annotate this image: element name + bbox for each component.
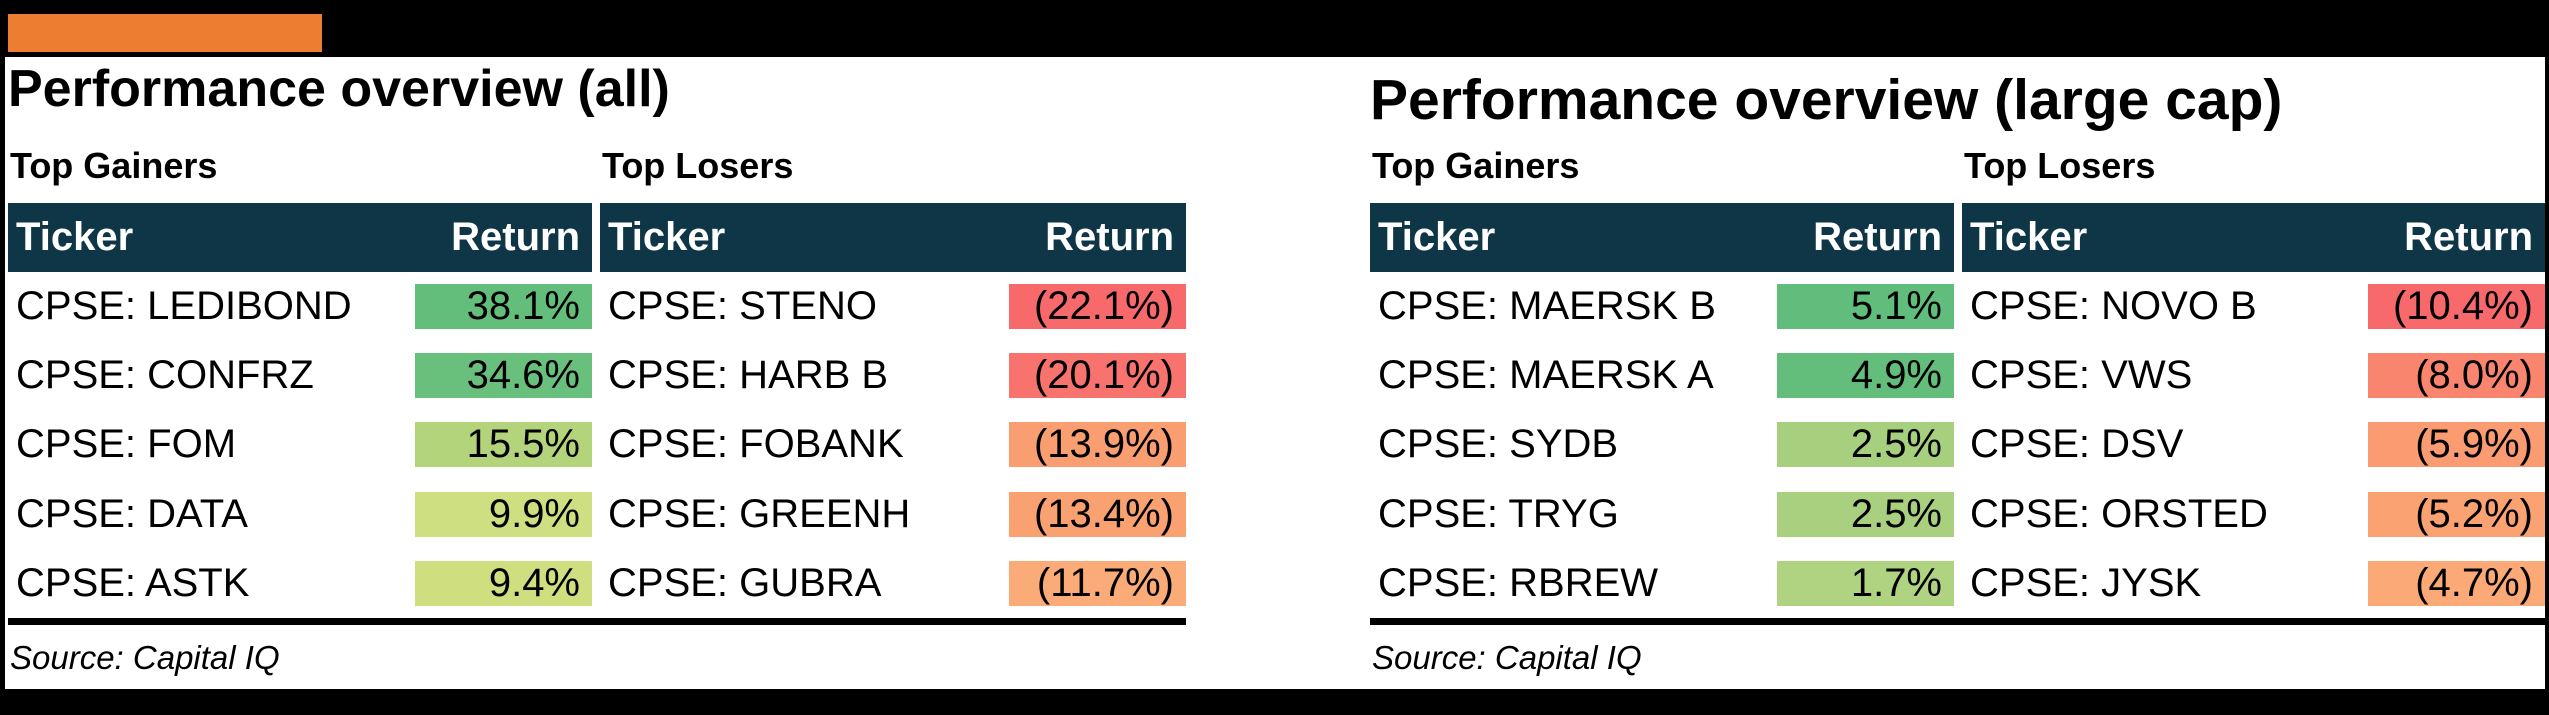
table-row: CPSE: LEDIBOND 38.1% [8,272,592,341]
source-note: Source: Capital IQ [1372,639,1642,676]
ticker-cell: CPSE: GUBRA [608,560,882,605]
table-row: CPSE: FOM 15.5% [8,410,592,479]
ticker-column-header: Ticker [16,215,134,259]
performance-panel-large-cap: Performance overview (large cap) Top Gai… [1370,57,2545,689]
table-header: Ticker Return [1962,203,2545,272]
table-row: CPSE: ASTK 9.4% [8,549,592,618]
ticker-cell: CPSE: VWS [1970,353,2193,398]
table-header: Ticker Return [1370,203,1954,272]
ticker-cell: CPSE: MAERSK B [1378,284,1716,329]
ticker-column-header: Ticker [1970,215,2088,259]
gainers-table: Ticker Return CPSE: MAERSK B 5.1% CPSE: MA… [1370,203,1954,618]
table-row: CPSE: STENO (22.1%) [600,272,1186,341]
table-body: CPSE: NOVO B (10.4%) CPSE: VWS (8.0%) CPSE: … [1962,272,2545,618]
top-gainers-label: Top Gainers [1372,145,1580,186]
ticker-cell: CPSE: ASTK [16,560,250,605]
ticker-cell: CPSE: NOVO B [1970,284,2257,329]
losers-table: Ticker Return CPSE: NOVO B (10.4%) CPSE: V… [1962,203,2545,618]
return-column-header: Return [1813,215,1942,259]
return-cell: (10.4%) [2368,284,2545,330]
return-cell: 2.5% [1777,491,1954,537]
ticker-cell: CPSE: HARB B [608,353,889,398]
top-losers-label: Top Losers [1964,145,2156,186]
table-row: CPSE: JYSK (4.7%) [1962,549,2545,618]
return-cell: 1.7% [1777,560,1954,606]
ticker-cell: CPSE: FOBANK [608,422,904,467]
table-row: CPSE: MAERSK A 4.9% [1370,341,1954,410]
ticker-cell: CPSE: DSV [1970,422,2184,467]
return-cell: (20.1%) [1009,353,1186,399]
table-body: CPSE: MAERSK B 5.1% CPSE: MAERSK A 4.9% CPSE… [1370,272,1954,618]
ticker-cell: CPSE: STENO [608,284,877,329]
return-cell: 2.5% [1777,422,1954,468]
table-header: Ticker Return [8,203,592,272]
gainers-table: Ticker Return CPSE: LEDIBOND 38.1% CPSE: C… [8,203,592,618]
ticker-column-header: Ticker [1378,215,1496,259]
source-note: Source: Capital IQ [10,639,280,676]
table-row: CPSE: NOVO B (10.4%) [1962,272,2545,341]
losers-table: Ticker Return CPSE: STENO (22.1%) CPSE: HA… [600,203,1186,618]
table-row: CPSE: MAERSK B 5.1% [1370,272,1954,341]
table-body: CPSE: STENO (22.1%) CPSE: HARB B (20.1%) CPS… [600,272,1186,618]
table-row: CPSE: DSV (5.9%) [1962,410,2545,479]
table-row: CPSE: TRYG 2.5% [1370,480,1954,549]
return-cell: (5.9%) [2368,422,2545,468]
return-cell: (4.7%) [2368,560,2545,606]
return-column-header: Return [451,215,580,259]
return-column-header: Return [1045,215,1174,259]
return-cell: (5.2%) [2368,491,2545,537]
ticker-cell: CPSE: TRYG [1378,491,1619,536]
return-cell: (11.7%) [1009,560,1186,606]
ticker-cell: CPSE: LEDIBOND [16,284,352,329]
ticker-cell: CPSE: GREENH [608,491,911,536]
table-body: CPSE: LEDIBOND 38.1% CPSE: CONFRZ 34.6% CPSE… [8,272,592,618]
table-row: CPSE: RBREW 1.7% [1370,549,1954,618]
table-row: CPSE: GUBRA (11.7%) [600,549,1186,618]
ticker-cell: CPSE: FOM [16,422,237,467]
return-cell: (13.9%) [1009,422,1186,468]
ticker-cell: CPSE: ORSTED [1970,491,2268,536]
ticker-column-header: Ticker [608,215,726,259]
ticker-cell: CPSE: RBREW [1378,560,1659,605]
return-cell: (22.1%) [1009,284,1186,330]
table-row: CPSE: DATA 9.9% [8,480,592,549]
ticker-cell: CPSE: JYSK [1970,560,2202,605]
top-losers-label: Top Losers [602,145,794,186]
return-cell: 9.9% [415,491,592,537]
performance-panel-all: Performance overview (all) Top Gainers T… [8,57,1186,689]
table-row: CPSE: HARB B (20.1%) [600,341,1186,410]
table-header: Ticker Return [600,203,1186,272]
table-row: CPSE: ORSTED (5.2%) [1962,480,2545,549]
page-title: Performance overview (large cap) [1370,68,2283,132]
return-cell: (13.4%) [1009,491,1186,537]
top-gainers-label: Top Gainers [10,145,218,186]
ticker-cell: CPSE: SYDB [1378,422,1619,467]
return-cell: 4.9% [1777,353,1954,399]
table-bottom-rule [1370,618,2545,625]
table-row: CPSE: CONFRZ 34.6% [8,341,592,410]
ticker-cell: CPSE: MAERSK A [1378,353,1714,398]
table-row: CPSE: SYDB 2.5% [1370,410,1954,479]
table-row: CPSE: VWS (8.0%) [1962,341,2545,410]
ticker-cell: CPSE: DATA [16,491,248,536]
table-row: CPSE: FOBANK (13.9%) [600,410,1186,479]
table-bottom-rule [8,618,1186,625]
return-cell: 9.4% [415,560,592,606]
return-cell: (8.0%) [2368,353,2545,399]
return-cell: 34.6% [415,353,592,399]
page-title: Performance overview (all) [8,60,670,118]
return-cell: 38.1% [415,284,592,330]
return-column-header: Return [2404,215,2533,259]
orange-accent-bar [8,14,322,52]
return-cell: 5.1% [1777,284,1954,330]
ticker-cell: CPSE: CONFRZ [16,353,314,398]
return-cell: 15.5% [415,422,592,468]
table-row: CPSE: GREENH (13.4%) [600,480,1186,549]
